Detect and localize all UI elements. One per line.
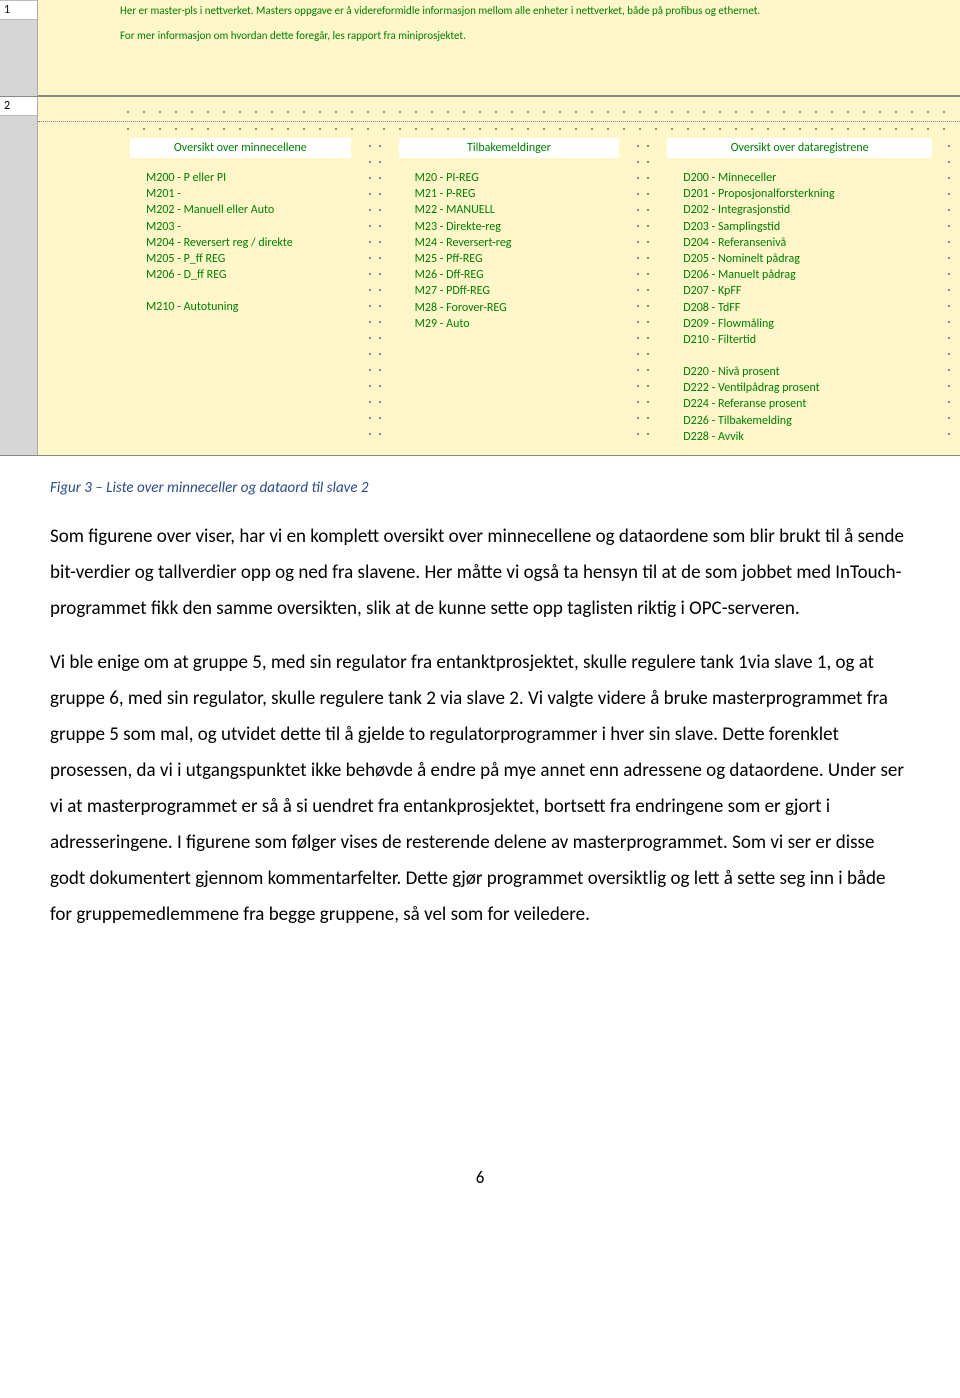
col3-list-b: D220 - Nivå prosentD222 - Ventilpådrag p… [667,364,932,445]
list-item: M27 - PDff-REG [415,283,620,299]
document-body: Figur 3 – Liste over minneceller og data… [0,456,960,1234]
list-item: M21 - P-REG [415,186,620,202]
list-item: D209 - Flowmåling [683,316,932,332]
col1-list-b: M210 - Autotuning [130,299,351,315]
list-item: D202 - Integrasjonstid [683,202,932,218]
list-item: M22 - MANUELL [415,202,620,218]
list-item: M204 - Reversert reg / direkte [146,235,351,251]
list-item: D200 - Minneceller [683,170,932,186]
header-line-1: Her er master-pls i nettverket. Masters … [120,4,952,17]
list-item: D226 - Tilbakemelding [683,413,932,429]
page-number: 6 [50,1162,910,1194]
header-comment-block: Her er master-pls i nettverket. Masters … [38,0,960,96]
right-edge-dots [942,138,956,445]
gutter-fill [0,116,37,455]
row-number-2: 2 [0,97,37,116]
col3-list: D200 - MinnecellerD201 - Proposjonalfors… [667,170,932,348]
list-item: M23 - Direkte-reg [415,219,620,235]
list-item: D206 - Manuelt pådrag [683,267,932,283]
list-item: M24 - Reversert-reg [415,235,620,251]
figure-caption: Figur 3 – Liste over minneceller og data… [50,474,910,503]
paragraph-2: Vi ble enige om at gruppe 5, med sin reg… [50,645,910,934]
list-item: D201 - Proposjonalforsterkning [683,186,932,202]
list-item: D222 - Ventilpådrag prosent [683,380,932,396]
list-item: M206 - D_ff REG [146,267,351,283]
list-item: M201 - [146,186,351,202]
column-dataregistrene: Oversikt over dataregistrene D200 - Minn… [657,138,942,445]
list-item: M29 - Auto [415,316,620,332]
list-item: D210 - Filtertid [683,332,932,348]
list-item: M200 - P eller PI [146,170,351,186]
list-item: M26 - Dff-REG [415,267,620,283]
list-item: M202 - Manuell eller Auto [146,202,351,218]
spreadsheet-row-2: 2 Oversikt over minnecellene M200 - P el… [0,97,960,456]
list-item: D220 - Nivå prosent [683,364,932,380]
list-item: D207 - KpFF [683,283,932,299]
list-item: D224 - Referanse prosent [683,396,932,412]
list-item: D208 - TdFF [683,300,932,316]
row-number-1: 1 [0,0,37,20]
col1-list: M200 - P eller PIM201 -M202 - Manuell el… [130,170,351,283]
dot-divider [38,122,960,138]
column-minneceller: Oversikt over minnecellene M200 - P elle… [120,138,361,445]
column-separator [361,138,389,445]
list-item: D204 - Referansenivå [683,235,932,251]
dot-divider [38,105,960,121]
col2-header: Tilbakemeldinger [399,138,620,158]
list-item: D205 - Nominelt pådrag [683,251,932,267]
columns-container: Oversikt over minnecellene M200 - P elle… [38,138,960,445]
col1-header: Oversikt over minnecellene [130,138,351,158]
list-item: M210 - Autotuning [146,299,351,315]
col2-list: M20 - PI-REGM21 - P-REGM22 - MANUELLM23 … [399,170,620,332]
list-item: M20 - PI-REG [415,170,620,186]
gutter-fill [0,20,37,96]
list-item: M28 - Forover-REG [415,300,620,316]
list-item: D228 - Avvik [683,429,932,445]
list-item: M205 - P_ff REG [146,251,351,267]
col3-header: Oversikt over dataregistrene [667,138,932,158]
row-gutter: 2 [0,97,38,455]
column-tilbakemeldinger: Tilbakemeldinger M20 - PI-REGM21 - P-REG… [389,138,630,445]
list-item: D203 - Samplingstid [683,219,932,235]
spreadsheet-row-1: 1 Her er master-pls i nettverket. Master… [0,0,960,97]
header-line-2: For mer informasjon om hvordan dette for… [120,29,952,42]
column-separator [629,138,657,445]
paragraph-1: Som figurene over viser, har vi en kompl… [50,519,910,627]
list-item: M25 - Pff-REG [415,251,620,267]
row-gutter: 1 [0,0,38,96]
list-item: M203 - [146,219,351,235]
data-panel: Oversikt over minnecellene M200 - P elle… [38,97,960,455]
